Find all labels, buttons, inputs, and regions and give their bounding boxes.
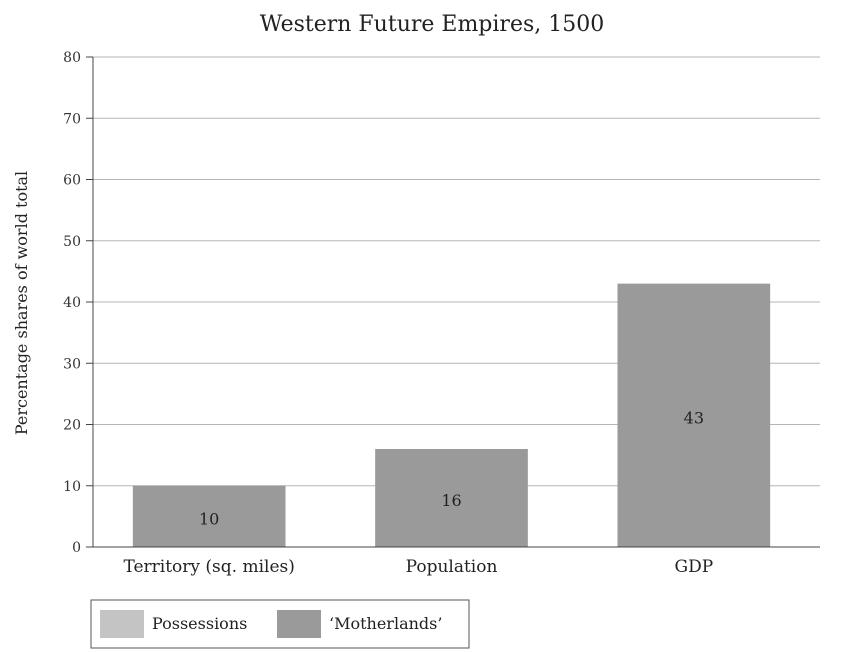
legend-label-possessions: Possessions xyxy=(152,614,247,633)
y-tick-label: 40 xyxy=(63,295,81,311)
y-axis-label: Percentage shares of world total xyxy=(12,171,31,435)
data-label: 43 xyxy=(684,408,704,427)
axes: 0 10 20 30 40 50 60 70 80 Territory (sq. miles) Po… xyxy=(63,50,820,577)
y-tick-label: 60 xyxy=(63,173,81,189)
x-tick-label: Population xyxy=(406,557,498,577)
legend-swatch-possessions xyxy=(100,610,144,638)
y-tick-label: 30 xyxy=(63,356,81,372)
bar-motherlands xyxy=(375,449,528,547)
data-label: 16 xyxy=(441,491,461,510)
y-tick-label: 50 xyxy=(63,234,81,250)
y-tick-label: 0 xyxy=(72,540,81,556)
legend-label-motherlands: ‘Motherlands’ xyxy=(329,614,442,633)
bar-motherlands xyxy=(617,283,771,547)
y-tick-label: 70 xyxy=(63,111,81,127)
chart-title: Western Future Empires, 1500 xyxy=(260,12,604,37)
legend-swatch-motherlands xyxy=(277,610,321,638)
bar-motherlands xyxy=(132,485,286,547)
x-tick-label: Territory (sq. miles) xyxy=(123,557,294,577)
bars: 10 16 43 xyxy=(132,283,771,547)
legend: Possessions ‘Motherlands’ xyxy=(90,599,470,649)
gridlines xyxy=(93,56,820,487)
data-label: 10 xyxy=(199,509,219,528)
x-tick-label: GDP xyxy=(675,557,714,577)
y-tick-label: 80 xyxy=(63,50,81,66)
y-tick-label: 10 xyxy=(63,479,81,495)
y-tick-label: 20 xyxy=(63,418,81,434)
